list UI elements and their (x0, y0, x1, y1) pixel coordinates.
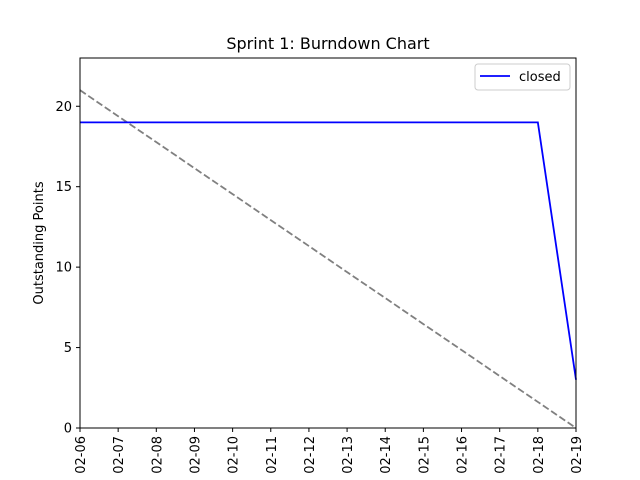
x-tick-label: 02-15 (417, 436, 432, 474)
y-tick-label: 0 (64, 422, 72, 437)
x-tick-label: 02-18 (532, 436, 547, 474)
y-axis-label: Outstanding Points (32, 181, 47, 304)
legend: closed (474, 63, 571, 91)
series-line-closed (80, 121, 577, 380)
y-tick-label: 10 (55, 261, 72, 276)
series-line-1 (79, 89, 577, 429)
y-tick-label: 15 (55, 180, 72, 195)
x-tick-label: 02-08 (150, 436, 165, 474)
plot-frame (79, 57, 577, 429)
x-tick-label: 02-09 (188, 436, 203, 474)
x-tick-label: 02-10 (227, 436, 242, 474)
legend-label-closed: closed (519, 70, 561, 85)
y-tick-label: 5 (64, 341, 72, 356)
x-tick-label: 02-17 (494, 436, 509, 474)
x-tick-label: 02-13 (341, 436, 356, 474)
x-tick-label: 02-19 (570, 436, 585, 474)
chart-title: Sprint 1: Burndown Chart (226, 34, 429, 53)
x-tick-label: 02-16 (456, 436, 471, 474)
y-tick-label: 20 (55, 100, 72, 115)
x-tick-label: 02-11 (265, 436, 280, 474)
x-tick-label: 02-12 (303, 436, 318, 474)
x-tick-label: 02-06 (74, 436, 89, 474)
plot-area: 02-06 02-07 02-08 02-09 02-10 02-11 02-12 02-13… (55, 89, 585, 474)
x-tick-label: 02-14 (379, 436, 394, 474)
x-tick-label: 02-07 (112, 436, 127, 474)
legend-box (474, 63, 571, 91)
